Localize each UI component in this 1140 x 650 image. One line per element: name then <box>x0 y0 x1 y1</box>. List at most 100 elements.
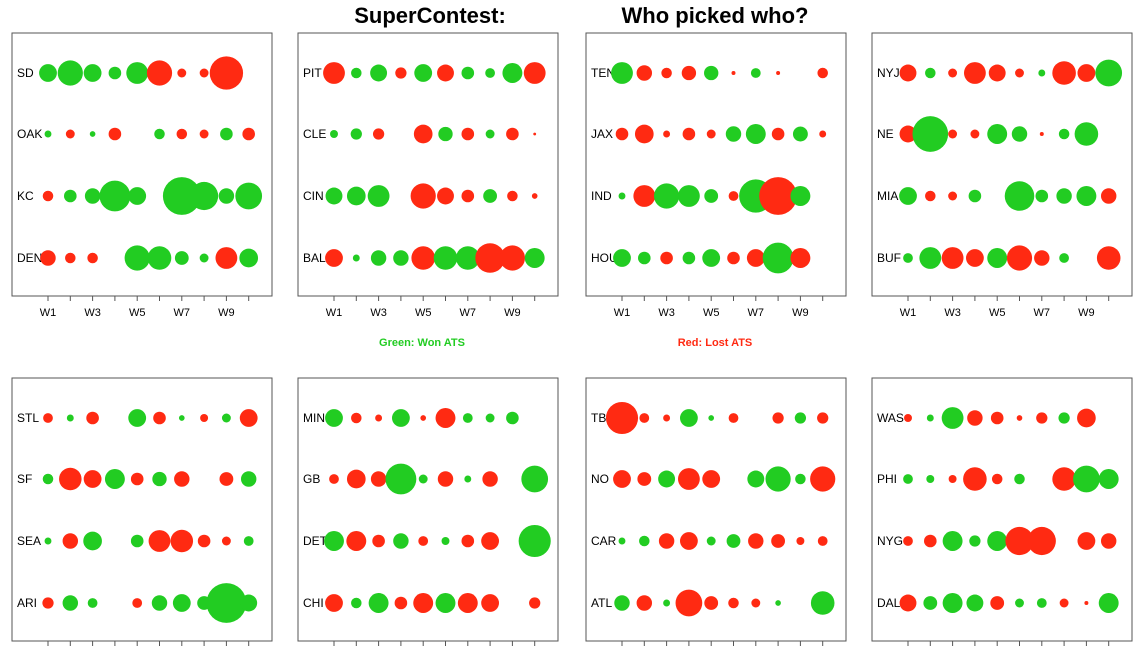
pick-bubble <box>437 187 454 205</box>
pick-bubble <box>1036 598 1047 608</box>
team-label: SD <box>17 66 34 80</box>
pick-bubble <box>40 250 56 266</box>
pick-bubble <box>128 409 147 427</box>
pick-bubble <box>1027 526 1056 556</box>
pick-bubble <box>682 251 696 265</box>
pick-bubble <box>218 188 235 204</box>
pick-bubble <box>529 597 541 609</box>
team-label: BAL <box>303 251 326 265</box>
pick-bubble <box>506 127 519 141</box>
pick-bubble <box>499 245 525 271</box>
pick-bubble <box>1039 132 1044 136</box>
pick-bubble <box>130 534 144 548</box>
pick-bubble <box>507 190 518 202</box>
pick-bubble <box>1074 122 1099 146</box>
panel-frame <box>11 377 273 642</box>
pick-bubble <box>83 470 102 488</box>
pick-bubble <box>796 537 805 545</box>
pick-bubble <box>1006 245 1033 271</box>
panel-5: W1W3W5W7W9STLSFSEAARI <box>11 377 273 646</box>
pick-bubble <box>65 252 76 264</box>
team-label: NO <box>591 472 609 486</box>
pick-bubble <box>151 595 168 611</box>
pick-bubble <box>240 594 258 612</box>
pick-bubble <box>1011 126 1028 142</box>
pick-bubble <box>991 473 1003 485</box>
pick-bubble <box>706 129 716 139</box>
pick-bubble <box>948 68 958 78</box>
pick-bubble <box>1059 598 1069 608</box>
pick-bubble <box>639 413 650 423</box>
panel-frame <box>11 32 273 297</box>
team-label: NE <box>877 127 894 141</box>
pick-bubble <box>702 249 721 267</box>
pick-bubble <box>462 413 473 423</box>
pick-bubble <box>174 251 189 265</box>
pick-bubble <box>126 62 149 84</box>
pick-bubble <box>240 471 257 487</box>
x-tick-label: W5 <box>415 307 432 319</box>
pick-bubble <box>461 66 475 80</box>
pick-bubble <box>817 536 828 546</box>
pick-bubble <box>346 531 367 551</box>
pick-bubble <box>393 533 409 549</box>
pick-bubble <box>66 414 74 422</box>
panel-3: W1 W3 W5 W7 W9 TEN JAX IND HOU <box>585 32 847 319</box>
pick-bubble <box>990 596 1005 610</box>
pick-bubble <box>966 594 984 612</box>
pick-bubble <box>708 415 715 421</box>
panel-frame <box>871 377 1133 642</box>
pick-bubble <box>433 246 458 270</box>
pick-bubble <box>146 60 173 86</box>
pick-bubble <box>86 411 99 425</box>
pick-bubble <box>810 466 836 492</box>
pick-bubble <box>965 249 984 267</box>
pick-bubble <box>746 249 765 267</box>
pick-bubble <box>44 130 52 138</box>
pick-bubble <box>636 595 653 611</box>
pick-bubble <box>605 401 639 435</box>
pick-bubble <box>1073 465 1100 493</box>
x-tick-label: W7 <box>174 307 191 319</box>
pick-bubble <box>925 67 936 79</box>
pick-bubble <box>39 64 57 82</box>
pick-bubble <box>963 467 987 491</box>
pick-bubble <box>147 246 172 270</box>
pick-bubble <box>1100 533 1117 549</box>
chart-title-left: SuperContest: <box>354 3 506 28</box>
pick-bubble <box>792 126 808 142</box>
team-label: GB <box>303 472 320 486</box>
pick-bubble <box>679 532 698 550</box>
x-tick-label: W1 <box>614 307 631 319</box>
pick-bubble <box>153 411 166 425</box>
pick-bubble <box>375 414 383 422</box>
team-label: CAR <box>591 534 617 548</box>
pick-bubble <box>62 595 79 611</box>
pick-bubble <box>728 597 739 609</box>
pick-bubble <box>178 415 185 421</box>
pick-bubble <box>1076 186 1097 206</box>
pick-bubble <box>190 181 219 211</box>
pick-bubble <box>728 191 739 201</box>
team-label: NYJ <box>877 66 900 80</box>
pick-bubble <box>704 65 719 81</box>
pick-bubble <box>352 254 360 262</box>
x-tick-label: W9 <box>792 307 809 319</box>
pick-bubble <box>1035 189 1049 203</box>
x-tick-label: W5 <box>989 307 1006 319</box>
pick-bubble <box>1095 59 1123 87</box>
pick-bubble <box>435 593 456 613</box>
pick-bubble <box>912 116 949 152</box>
x-tick-label: W5 <box>129 307 146 319</box>
pick-bubble <box>682 127 696 141</box>
panel-frame <box>585 377 847 642</box>
team-label: DAL <box>877 596 901 610</box>
pick-bubble <box>330 130 338 138</box>
pick-bubble <box>132 598 143 608</box>
pick-bubble <box>904 414 912 422</box>
pick-bubble <box>1005 526 1034 556</box>
panel-frame <box>585 32 847 297</box>
pick-bubble <box>324 531 344 551</box>
pick-bubble <box>395 67 407 79</box>
pick-bubble <box>1084 601 1089 605</box>
